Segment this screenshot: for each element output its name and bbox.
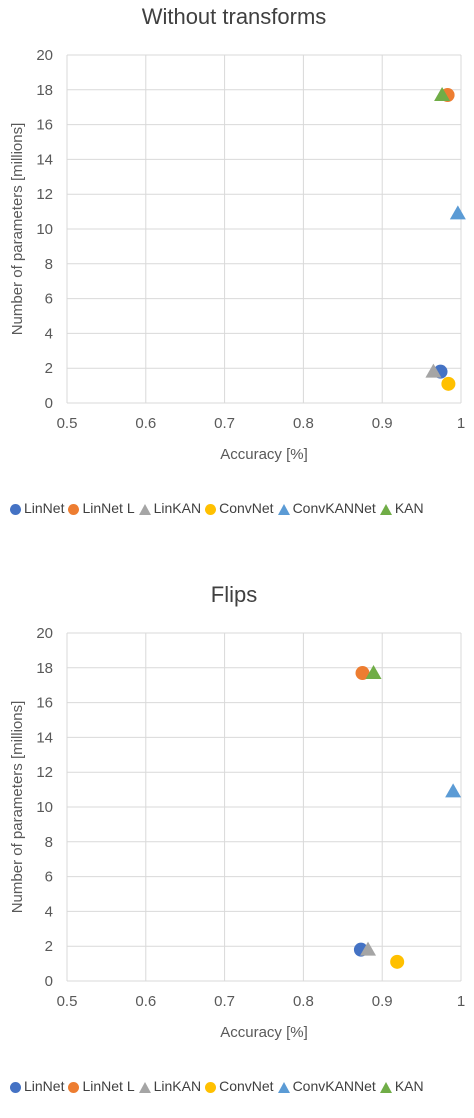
- legend-marker-circle: [68, 503, 80, 515]
- y-tick-label: 6: [45, 869, 53, 886]
- legend-label: LinKAN: [153, 1078, 202, 1094]
- point-kan: [434, 87, 451, 102]
- y-tick-label: 20: [36, 625, 53, 642]
- legend-label: KAN: [394, 1078, 424, 1094]
- legend-item-kan: KAN: [379, 1078, 424, 1094]
- legend-marker-circle: [205, 1081, 217, 1093]
- y-tick-label: 0: [45, 395, 53, 412]
- point-linnet-l: [355, 666, 370, 681]
- x-tick-label: 0.9: [372, 993, 393, 1010]
- x-tick-label: 0.6: [135, 993, 156, 1010]
- legend-item-convnet: ConvNet: [205, 500, 274, 516]
- legend-item-linnet-l: LinNet L: [68, 500, 135, 516]
- y-tick-label: 14: [36, 729, 53, 746]
- chart-title: Without transforms: [142, 4, 327, 29]
- y-tick-label: 4: [45, 325, 53, 342]
- legend-marker-circle: [10, 1081, 21, 1093]
- y-axis-label: Number of parameters [millions]: [9, 701, 26, 914]
- y-tick-label: 2: [45, 938, 53, 955]
- point-linkan: [425, 363, 442, 378]
- x-axis-label: Accuracy [%]: [220, 446, 308, 463]
- y-tick-label: 2: [45, 360, 53, 377]
- legend-label: ConvNet: [219, 500, 274, 516]
- chart-legend: LinNet LinNet L LinKAN ConvNet ConvKANNet KAN: [10, 1078, 474, 1094]
- legend-marker-triangle: [277, 1081, 290, 1093]
- legend-item-linnet: LinNet: [10, 500, 64, 516]
- legend-marker-triangle: [379, 503, 392, 515]
- y-tick-label: 10: [36, 221, 53, 238]
- x-tick-label: 0.5: [57, 415, 78, 432]
- legend-marker-triangle: [379, 1081, 392, 1093]
- point-convkannet: [445, 783, 462, 798]
- legend-label: KAN: [394, 500, 424, 516]
- legend-item-convkannet: ConvKANNet: [277, 1078, 376, 1094]
- legend-label: ConvKANNet: [292, 500, 376, 516]
- x-tick-label: 0.6: [135, 415, 156, 432]
- legend-marker-circle: [205, 503, 217, 515]
- y-tick-label: 16: [36, 117, 53, 134]
- legend-item-linnet-l: LinNet L: [68, 1078, 135, 1094]
- y-tick-label: 6: [45, 291, 53, 308]
- point-convnet: [441, 376, 456, 391]
- chart-flips: Flips 0.5 0.6 0.7 0.8 0.9 1 0 2 4 6 8 10 12 14 16 18 20 Ac…: [0, 578, 474, 1118]
- legend-label: LinNet: [24, 1078, 65, 1094]
- y-tick-label: 8: [45, 256, 53, 273]
- x-tick-label: 0.7: [214, 993, 235, 1010]
- legend-item-linnet: LinNet: [10, 1078, 64, 1094]
- legend-item-linkan: LinKAN: [138, 500, 202, 516]
- legend-item-convnet: ConvNet: [205, 1078, 274, 1094]
- y-tick-label: 8: [45, 834, 53, 851]
- x-tick-label: 0.8: [293, 993, 314, 1010]
- x-tick-label: 0.9: [372, 415, 393, 432]
- y-tick-label: 12: [36, 764, 53, 781]
- y-tick-label: 12: [36, 186, 53, 203]
- x-tick-label: 1: [457, 993, 465, 1010]
- x-axis-label: Accuracy [%]: [220, 1024, 308, 1041]
- y-tick-label: 20: [36, 47, 53, 64]
- legend-label: LinNet L: [82, 1078, 135, 1094]
- x-tick-label: 1: [457, 415, 465, 432]
- legend-label: LinNet: [24, 500, 65, 516]
- legend-label: ConvKANNet: [292, 1078, 376, 1094]
- legend-marker-triangle: [138, 503, 151, 515]
- legend-item-kan: KAN: [379, 500, 424, 516]
- y-tick-label: 18: [36, 660, 53, 677]
- legend-label: LinNet L: [82, 500, 135, 516]
- y-axis-label: Number of parameters [millions]: [9, 123, 26, 336]
- legend-marker-circle: [68, 1081, 80, 1093]
- x-tick-label: 0.5: [57, 993, 78, 1010]
- y-tick-label: 4: [45, 903, 53, 920]
- legend-marker-triangle: [138, 1081, 151, 1093]
- point-kan: [365, 665, 382, 680]
- point-convnet: [390, 954, 405, 969]
- y-tick-label: 16: [36, 695, 53, 712]
- y-tick-label: 10: [36, 799, 53, 816]
- point-linkan: [360, 941, 377, 956]
- x-tick-label: 0.8: [293, 415, 314, 432]
- point-convkannet: [449, 205, 466, 220]
- legend-item-convkannet: ConvKANNet: [277, 500, 376, 516]
- chart-title: Flips: [211, 582, 257, 607]
- x-tick-label: 0.7: [214, 415, 235, 432]
- legend-item-linkan: LinKAN: [138, 1078, 202, 1094]
- y-tick-label: 0: [45, 973, 53, 990]
- chart-without-transforms: Without transforms 0.5 0.6 0.7 0.8 0.9 1 0 2 4 6 8 1…: [0, 0, 474, 540]
- y-tick-label: 18: [36, 82, 53, 99]
- legend-marker-circle: [10, 503, 21, 515]
- y-tick-label: 14: [36, 151, 53, 168]
- legend-label: ConvNet: [219, 1078, 274, 1094]
- legend-marker-triangle: [277, 503, 290, 515]
- legend-label: LinKAN: [153, 500, 202, 516]
- chart-legend: LinNet LinNet L LinKAN ConvNet ConvKANNet KAN: [10, 500, 474, 516]
